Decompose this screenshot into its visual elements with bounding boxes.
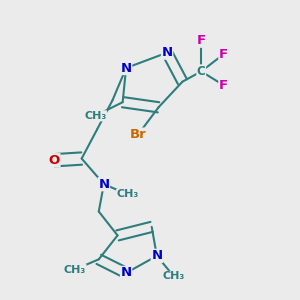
Text: O: O [49, 154, 60, 167]
Text: F: F [197, 34, 206, 47]
Text: N: N [151, 249, 162, 262]
Text: C: C [197, 65, 206, 78]
Text: CH₃: CH₃ [64, 265, 86, 275]
Text: CH₃: CH₃ [163, 272, 185, 281]
Text: F: F [219, 79, 228, 92]
Text: N: N [161, 46, 172, 59]
Text: CH₃: CH₃ [117, 189, 139, 200]
Text: N: N [121, 266, 132, 280]
Text: F: F [219, 48, 228, 61]
Text: N: N [121, 61, 132, 74]
Text: CH₃: CH₃ [84, 111, 106, 121]
Text: N: N [98, 178, 110, 191]
Text: Br: Br [130, 128, 146, 141]
